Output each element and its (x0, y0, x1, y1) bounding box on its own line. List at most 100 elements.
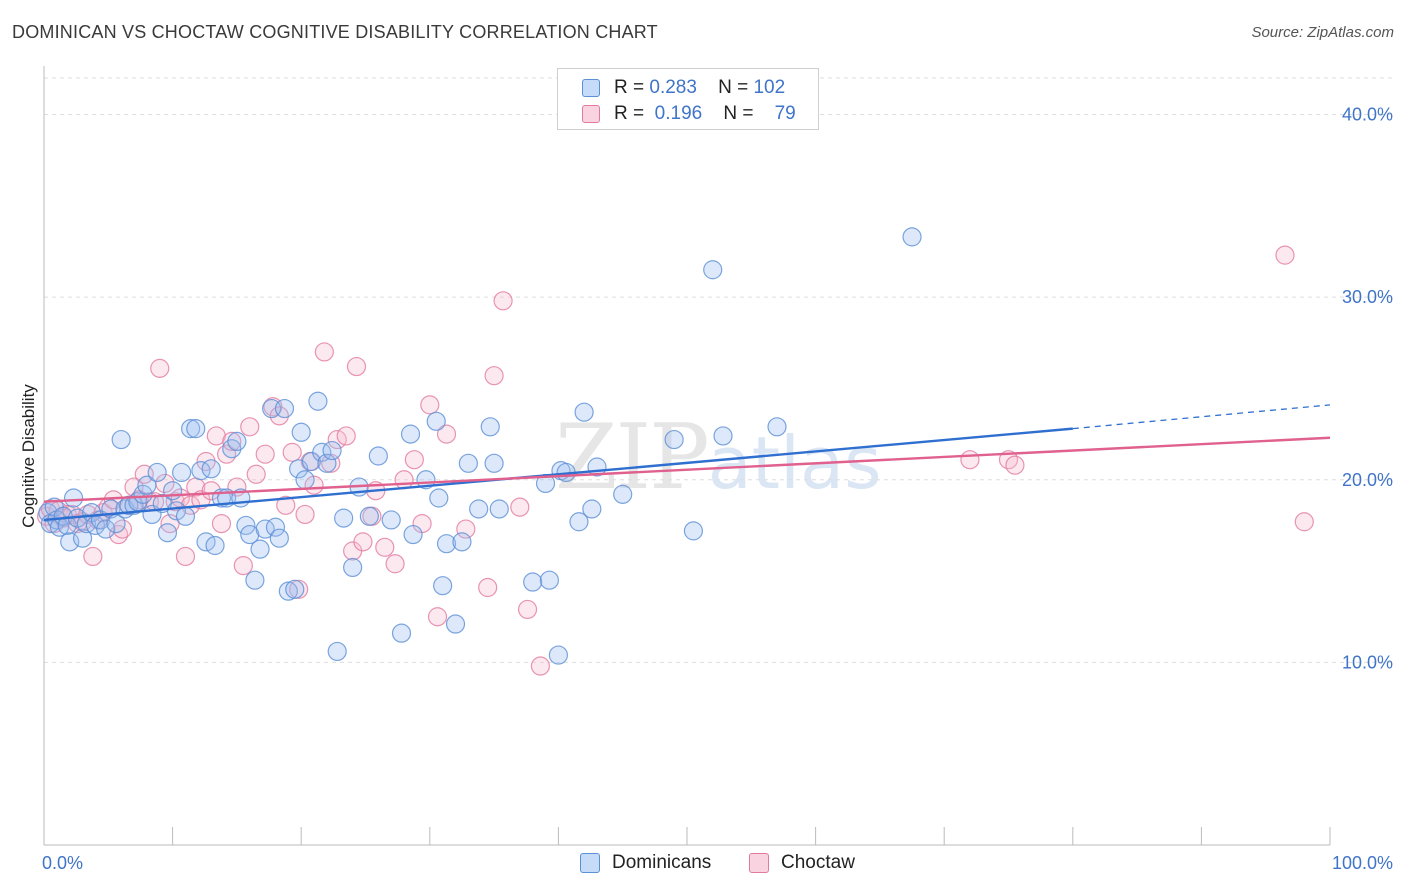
legend-item-swatch-choctaw (749, 853, 769, 873)
choctaw-point (517, 599, 538, 620)
dominicans-point (767, 417, 787, 437)
dominicans-point (172, 462, 192, 483)
choctaw-point (510, 497, 530, 517)
choctaw-point (83, 546, 103, 567)
dominicans-point (163, 481, 183, 501)
choctaw-point (314, 342, 334, 362)
x-tick-label: 100.0% (1332, 853, 1393, 873)
dominicans-point (334, 508, 354, 528)
choctaw-point (404, 450, 424, 470)
legend-row-dominicans: R = 0.283 N = 102 (582, 77, 785, 101)
choctaw-point (456, 519, 476, 539)
choctaw-point (201, 481, 221, 501)
choctaw-point (276, 495, 296, 515)
choctaw-point (427, 607, 448, 627)
dominicans-point (569, 512, 589, 532)
dominicans-point (902, 227, 922, 247)
dominicans-point (480, 417, 500, 437)
dominicans-point (683, 521, 704, 541)
choctaw-point (346, 356, 367, 377)
choctaw-point (1294, 512, 1314, 532)
legend-r-value-dominicans: 0.283 (649, 77, 697, 98)
dominicans-point (429, 488, 449, 508)
dominicans-point (265, 517, 286, 537)
series-legend: Dominicans Choctaw (0, 852, 1406, 878)
dominicans-point (269, 528, 289, 548)
choctaw-point (530, 656, 550, 676)
dominicans-point (57, 515, 77, 536)
dominicans-point (96, 519, 116, 539)
dominicans-point (664, 429, 684, 450)
choctaw-point (233, 555, 253, 576)
dominicans-point (416, 470, 436, 490)
dominicans-point (703, 260, 723, 280)
dominicans-point (433, 576, 453, 596)
dominicans-point (274, 398, 295, 419)
choctaw-point (295, 504, 315, 525)
legend-r-value-choctaw: 0.196 (654, 103, 703, 124)
dominicans-point (308, 391, 328, 411)
dominicans-point (359, 506, 379, 526)
legend-n-value-choctaw: 79 (774, 103, 796, 124)
dominicans-point (322, 440, 342, 461)
dominicans-point (548, 645, 569, 665)
dominicans-point (613, 484, 633, 504)
choctaw-point (222, 431, 242, 452)
dominicans-point (469, 499, 489, 519)
dominicans-point (343, 557, 363, 578)
choctaw-point (175, 546, 196, 567)
dominicans-point (436, 534, 457, 554)
dominicans-point (285, 579, 305, 599)
choctaw-point (336, 426, 356, 446)
y-tick-label: 20.0% (1342, 470, 1393, 490)
dominicans-point (327, 641, 347, 662)
choctaw-point (1275, 245, 1295, 265)
dominicans-point (181, 419, 201, 439)
dominicans-point (458, 453, 478, 473)
dominicans-point (111, 429, 131, 450)
source-label: Source: ZipAtlas.com (1251, 24, 1394, 41)
y-tick-label: 30.0% (1342, 287, 1393, 307)
dominicans-point (445, 614, 466, 634)
dominicans-point (381, 510, 401, 530)
dominicans-point (523, 572, 543, 592)
dominicans-point (278, 581, 298, 601)
dominicans-point (201, 459, 221, 479)
dominicans-point (317, 453, 337, 473)
choctaw-point (436, 424, 457, 444)
dominicans-point (147, 462, 167, 483)
legend-item-label-dominicans: Dominicans (612, 852, 712, 873)
choctaw-point (478, 577, 498, 598)
dominicans-point (166, 501, 187, 521)
choctaw-trend-line (43, 436, 1331, 503)
choctaw-point (282, 442, 302, 462)
dominicans-point (186, 419, 206, 439)
choctaw-point (385, 554, 405, 574)
dominicans-point (250, 539, 270, 559)
choctaw-point (217, 444, 237, 464)
dominicans-point (205, 535, 225, 556)
x-tick-label: 0.0% (42, 853, 83, 873)
legend-row-choctaw: R = 0.196 N = 79 (582, 103, 796, 127)
dominicans-trend-extension (1072, 404, 1331, 430)
dominicans-point (391, 623, 412, 643)
choctaw-point (484, 366, 504, 386)
stats-legend: R = 0.283 N = 102 R = 0.196 N = 79 (557, 68, 819, 130)
dominicans-point (63, 488, 84, 508)
dominicans-point (484, 453, 504, 473)
dominicans-point (539, 570, 559, 590)
dominicans-point (72, 528, 93, 548)
dominicans-point (582, 499, 602, 519)
choctaw-point (375, 537, 395, 557)
watermark: ZIPatlas (555, 405, 882, 510)
choctaw-point (394, 470, 414, 490)
y-axis-label: Cognitive Disability (19, 384, 38, 528)
y-tick-label: 10.0% (1342, 652, 1393, 672)
dominicans-point (452, 532, 472, 552)
watermark-zip: ZIP (555, 405, 710, 510)
chart-title: DOMINICAN VS CHOCTAW COGNITIVE DISABILIT… (12, 22, 658, 42)
dominicans-point (157, 523, 178, 543)
watermark-atlas: atlas (707, 421, 882, 505)
choctaw-point (493, 291, 513, 311)
